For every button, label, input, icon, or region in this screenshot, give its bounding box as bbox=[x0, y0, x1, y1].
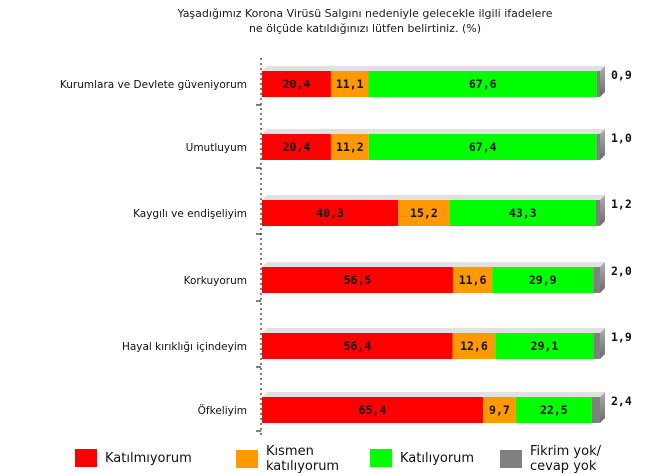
value-label: 65,4 bbox=[359, 403, 387, 417]
bar-segment bbox=[398, 200, 450, 226]
bar-top-face bbox=[262, 262, 605, 267]
value-label: 43,3 bbox=[509, 206, 537, 220]
category-label: Korkuyorum bbox=[184, 275, 247, 287]
bar-segment bbox=[495, 333, 594, 359]
value-label: 1,2 bbox=[611, 197, 632, 211]
value-label: 1,9 bbox=[611, 330, 632, 344]
category-label: Kaygılı ve endişeliyim bbox=[133, 208, 247, 220]
bar-segment bbox=[262, 200, 399, 226]
bar-side-face bbox=[600, 328, 605, 359]
bar-side-face bbox=[600, 195, 605, 226]
chart-title-line-1: Yaşadığımız Korona Virüsü Salgını nedeni… bbox=[177, 7, 553, 20]
bar-segment bbox=[368, 134, 597, 160]
legend-item: Katılmıyorum bbox=[75, 449, 192, 467]
value-label: 67,6 bbox=[469, 77, 497, 91]
category-label: Umutluyum bbox=[186, 142, 247, 154]
value-label: 40,3 bbox=[316, 206, 344, 220]
bar-segment bbox=[368, 71, 597, 97]
value-label: 15,2 bbox=[410, 206, 438, 220]
stacked-bar-chart: Kurumlara ve Devlete güveniyorum Umutluyu… bbox=[60, 58, 632, 438]
value-label: 20,4 bbox=[283, 77, 311, 91]
bar-side-face bbox=[600, 392, 605, 423]
legend-swatch bbox=[75, 449, 97, 467]
bar-segment bbox=[330, 134, 369, 160]
bar-side-face bbox=[600, 262, 605, 293]
bar-segment bbox=[262, 397, 484, 423]
category-label: Öfkeliyim bbox=[198, 404, 247, 417]
bar-segment bbox=[262, 71, 331, 97]
value-label: 2,0 bbox=[611, 264, 632, 278]
bar-side-face bbox=[600, 129, 605, 160]
value-label: 67,4 bbox=[469, 140, 497, 154]
chart-title-line-2: ne ölçüde katıldığınızı lütfen belirtini… bbox=[248, 22, 482, 35]
value-label: 11,2 bbox=[336, 140, 364, 154]
bar-segment bbox=[262, 333, 453, 359]
legend-item: Kısmen katılıyorum bbox=[236, 444, 339, 474]
value-label: 0,9 bbox=[611, 68, 632, 82]
value-label: 22,5 bbox=[540, 403, 568, 417]
value-label: 1,0 bbox=[611, 131, 632, 145]
value-label: 9,7 bbox=[489, 403, 510, 417]
bar-side-face bbox=[600, 66, 605, 97]
bar-segment bbox=[591, 397, 600, 423]
bar-segment bbox=[452, 333, 496, 359]
value-label: 29,1 bbox=[531, 339, 559, 353]
bar-top-face bbox=[262, 328, 605, 333]
legend-label: Fikrim yok/cevap yok bbox=[530, 444, 601, 474]
category-label: Kurumlara ve Devlete güveniyorum bbox=[60, 79, 247, 91]
bar-segment bbox=[492, 267, 594, 293]
bar-segment bbox=[330, 71, 369, 97]
legend-item: Fikrim yok/cevap yok bbox=[500, 444, 601, 474]
bar-segment bbox=[452, 267, 493, 293]
legend-label: Katılmıyorum bbox=[105, 450, 192, 466]
bar-segment bbox=[515, 397, 592, 423]
legend-swatch bbox=[370, 449, 392, 467]
bar-top-face bbox=[262, 129, 605, 134]
bar-top-face bbox=[262, 195, 605, 200]
bar-top-face bbox=[262, 66, 605, 71]
category-label: Hayal kırıklığı içindeyim bbox=[122, 341, 247, 353]
bar-segment bbox=[593, 267, 600, 293]
bar-segment bbox=[595, 200, 600, 226]
bar-segment bbox=[262, 267, 453, 293]
legend-label: Kısmen katılıyorum bbox=[266, 444, 340, 474]
legend-item: Katılıyorum bbox=[370, 449, 474, 467]
value-label: 20,4 bbox=[283, 140, 311, 154]
bar-segment bbox=[262, 134, 331, 160]
value-label: 56,4 bbox=[343, 339, 371, 353]
bar-segment bbox=[596, 134, 600, 160]
bar-segment bbox=[483, 397, 516, 423]
value-label: 11,1 bbox=[336, 77, 364, 91]
value-label: 12,6 bbox=[460, 339, 488, 353]
bar-segment bbox=[596, 71, 600, 97]
value-label: 29,9 bbox=[529, 273, 557, 287]
value-label: 56,5 bbox=[344, 273, 372, 287]
legend-swatch bbox=[500, 450, 522, 468]
value-label: 11,6 bbox=[459, 273, 487, 287]
value-label: 2,4 bbox=[611, 394, 632, 408]
bar-top-face bbox=[262, 392, 605, 397]
chart-title: Yaşadığımız Korona Virüsü Salgını nedeni… bbox=[150, 6, 580, 36]
bar-segment bbox=[593, 333, 600, 359]
legend-label: Katılıyorum bbox=[400, 450, 475, 466]
legend-swatch bbox=[236, 450, 258, 468]
bar-segment bbox=[449, 200, 596, 226]
